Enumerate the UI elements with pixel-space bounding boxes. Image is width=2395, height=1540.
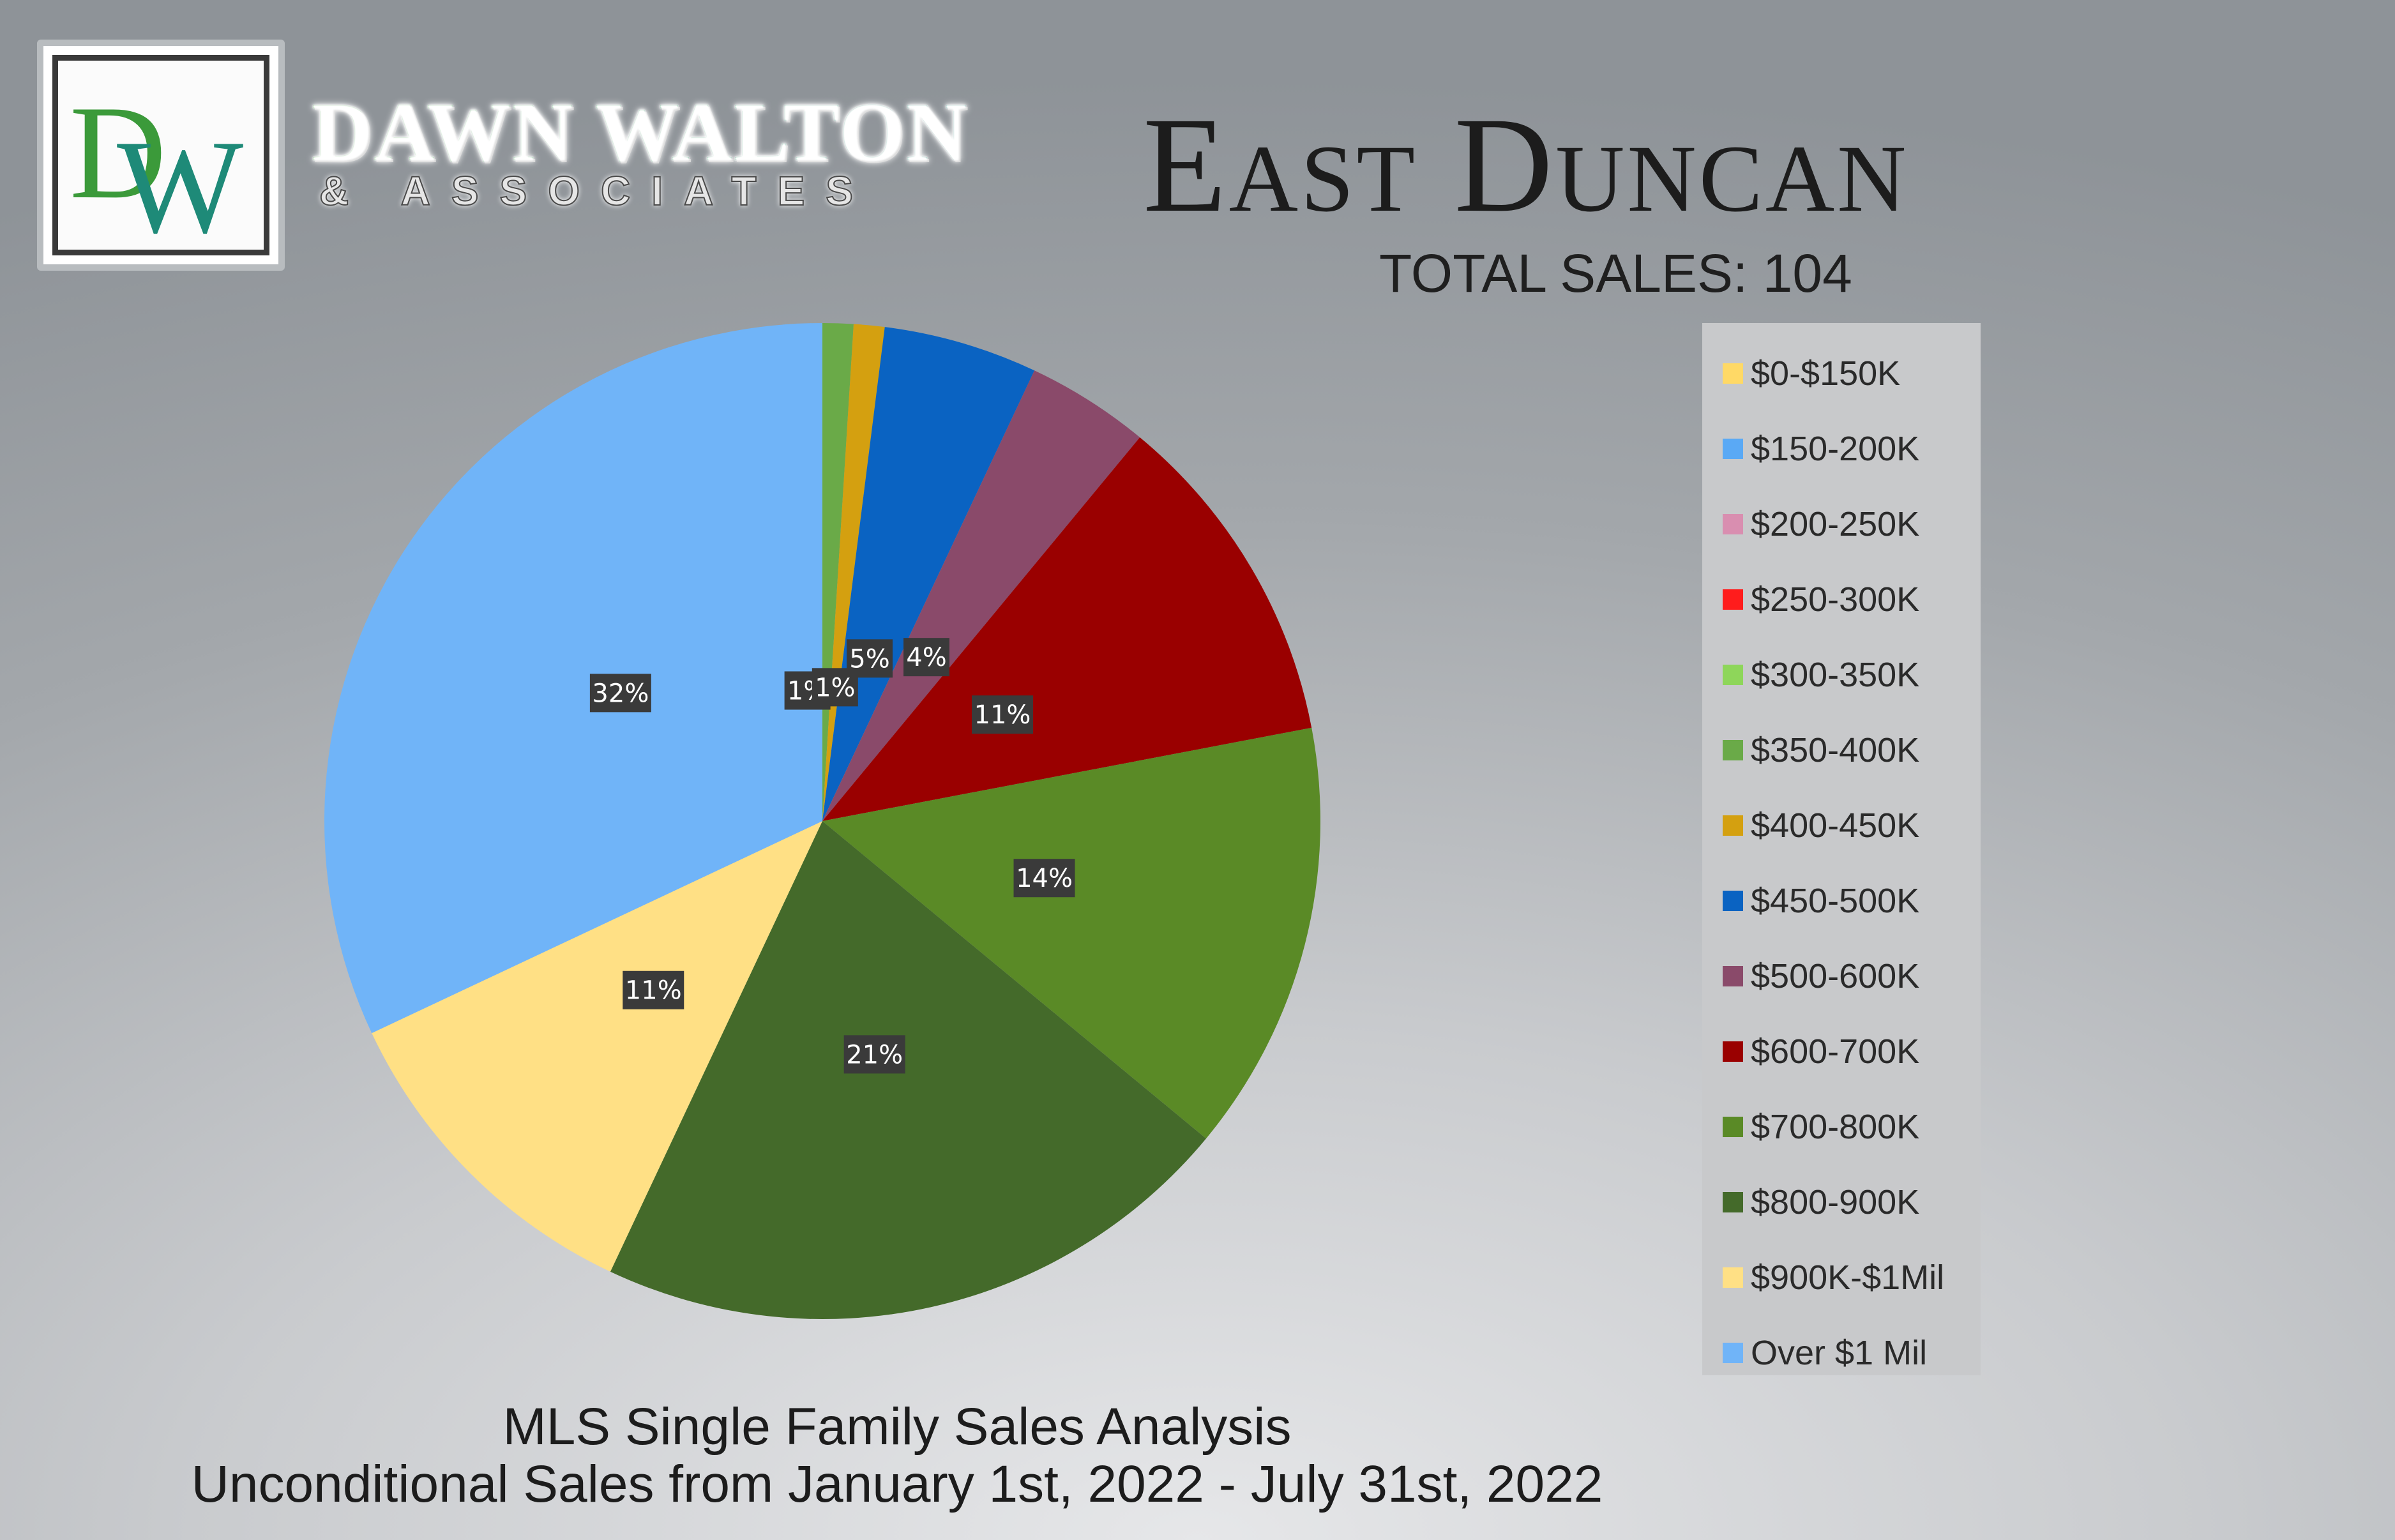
pie-slice-12 bbox=[372, 821, 822, 1272]
brand-name: DAWN WALTON bbox=[312, 83, 968, 181]
legend-swatch bbox=[1723, 740, 1743, 760]
legend-item: Over $1 Mil bbox=[1702, 1315, 1981, 1391]
pie-slice-11 bbox=[610, 821, 1207, 1319]
pie-label-box-7 bbox=[846, 639, 893, 678]
legend-item: $250-300K bbox=[1702, 562, 1981, 637]
brand-monogram-icon: D W bbox=[70, 79, 243, 250]
legend-label: $300-350K bbox=[1751, 656, 1920, 694]
legend-item: $0-$150K bbox=[1702, 336, 1981, 411]
pie-slices bbox=[324, 323, 1320, 1319]
legend-swatch bbox=[1723, 1267, 1743, 1288]
legend-label: $900K-$1Mil bbox=[1751, 1258, 1945, 1297]
legend-label: $500-600K bbox=[1751, 957, 1920, 995]
footer-date-range: Unconditional Sales from January 1st, 20… bbox=[191, 1455, 1603, 1513]
pie-label-text-10: 14% bbox=[1016, 864, 1073, 893]
pie-slice-13 bbox=[324, 323, 822, 1034]
chart-legend: $0-$150K $150-200K $200-250K $250-300K $300-… bbox=[1702, 323, 1981, 1375]
legend-label: $0-$150K bbox=[1751, 354, 1901, 393]
footer-analysis-title: MLS Single Family Sales Analysis bbox=[502, 1398, 1292, 1456]
legend-label: $200-250K bbox=[1751, 505, 1920, 543]
pie-label-text-13: 32% bbox=[592, 679, 649, 708]
legend-item: $300-350K bbox=[1702, 637, 1981, 713]
pie-slice-7 bbox=[822, 327, 1035, 821]
brand-monogram-d: D bbox=[70, 79, 167, 227]
pie-data-labels: 1%1%5% 4%11%14%21%11%32% bbox=[589, 638, 1075, 1074]
pie-label-9: 11% bbox=[971, 695, 1033, 734]
legend-label: $400-450K bbox=[1751, 806, 1920, 845]
legend-item: $450-500K bbox=[1702, 863, 1981, 939]
pie-label-7: 5% bbox=[846, 639, 893, 678]
legend-label: $150-200K bbox=[1751, 430, 1920, 468]
pie-label-10: 14% bbox=[1013, 859, 1075, 898]
pie-label-box-8 bbox=[903, 638, 949, 677]
pie-label-text-6: 1% bbox=[815, 673, 855, 702]
legend-swatch bbox=[1723, 1041, 1743, 1062]
legend-item: $200-250K bbox=[1702, 487, 1981, 562]
pie-slice-10 bbox=[822, 727, 1320, 1139]
legend-item: $350-400K bbox=[1702, 713, 1981, 788]
brand-logo: D W bbox=[37, 40, 285, 271]
brand-monogram-w: W bbox=[117, 113, 243, 250]
legend-label: $450-500K bbox=[1751, 882, 1920, 920]
pie-label-box-11 bbox=[843, 1035, 905, 1074]
pie-label-box-13 bbox=[589, 674, 651, 713]
legend-label: $600-700K bbox=[1751, 1032, 1920, 1071]
pie-label-12: 11% bbox=[623, 970, 684, 1009]
legend-swatch bbox=[1723, 1192, 1743, 1212]
legend-label: Over $1 Mil bbox=[1751, 1334, 1928, 1372]
page-title: East Duncan bbox=[1143, 89, 1909, 241]
legend-swatch bbox=[1723, 363, 1743, 384]
legend-item: $900K-$1Mil bbox=[1702, 1240, 1981, 1315]
legend-swatch bbox=[1723, 1117, 1743, 1137]
legend-item: $700-800K bbox=[1702, 1089, 1981, 1165]
legend-label: $800-900K bbox=[1751, 1183, 1920, 1221]
pie-label-text-9: 11% bbox=[974, 700, 1031, 730]
pie-label-13: 32% bbox=[589, 674, 651, 713]
brand-logo-frame: D W bbox=[52, 55, 269, 255]
total-sales-count: TOTAL SALES: 104 bbox=[1379, 243, 1852, 303]
brand-subtitle: & ASSOCIATES bbox=[319, 167, 874, 215]
pie-label-text-8: 4% bbox=[906, 643, 946, 672]
legend-swatch bbox=[1723, 1343, 1743, 1363]
legend-label: $700-800K bbox=[1751, 1108, 1920, 1146]
legend-item: $500-600K bbox=[1702, 939, 1981, 1014]
legend-item: $600-700K bbox=[1702, 1014, 1981, 1089]
legend-swatch bbox=[1723, 966, 1743, 986]
legend-label: $350-400K bbox=[1751, 731, 1920, 769]
legend-swatch bbox=[1723, 439, 1743, 459]
legend-swatch bbox=[1723, 665, 1743, 685]
pie-slice-8 bbox=[822, 370, 1140, 821]
legend-item: $150-200K bbox=[1702, 411, 1981, 487]
pie-label-text-11: 21% bbox=[846, 1040, 903, 1069]
pie-label-box-10 bbox=[1013, 859, 1075, 898]
pie-label-text-7: 5% bbox=[849, 644, 889, 674]
legend-swatch bbox=[1723, 514, 1743, 534]
legend-swatch bbox=[1723, 891, 1743, 911]
pie-slice-9 bbox=[822, 437, 1312, 821]
pie-label-box-12 bbox=[623, 970, 684, 1009]
pie-label-8: 4% bbox=[903, 638, 949, 677]
legend-swatch bbox=[1723, 815, 1743, 836]
legend-label: $250-300K bbox=[1751, 580, 1920, 619]
legend-swatch bbox=[1723, 589, 1743, 610]
pie-label-box-9 bbox=[971, 695, 1033, 734]
pie-label-text-12: 11% bbox=[625, 976, 682, 1006]
legend-item: $400-450K bbox=[1702, 788, 1981, 863]
pie-label-11: 21% bbox=[843, 1035, 905, 1074]
legend-item: $800-900K bbox=[1702, 1165, 1981, 1240]
